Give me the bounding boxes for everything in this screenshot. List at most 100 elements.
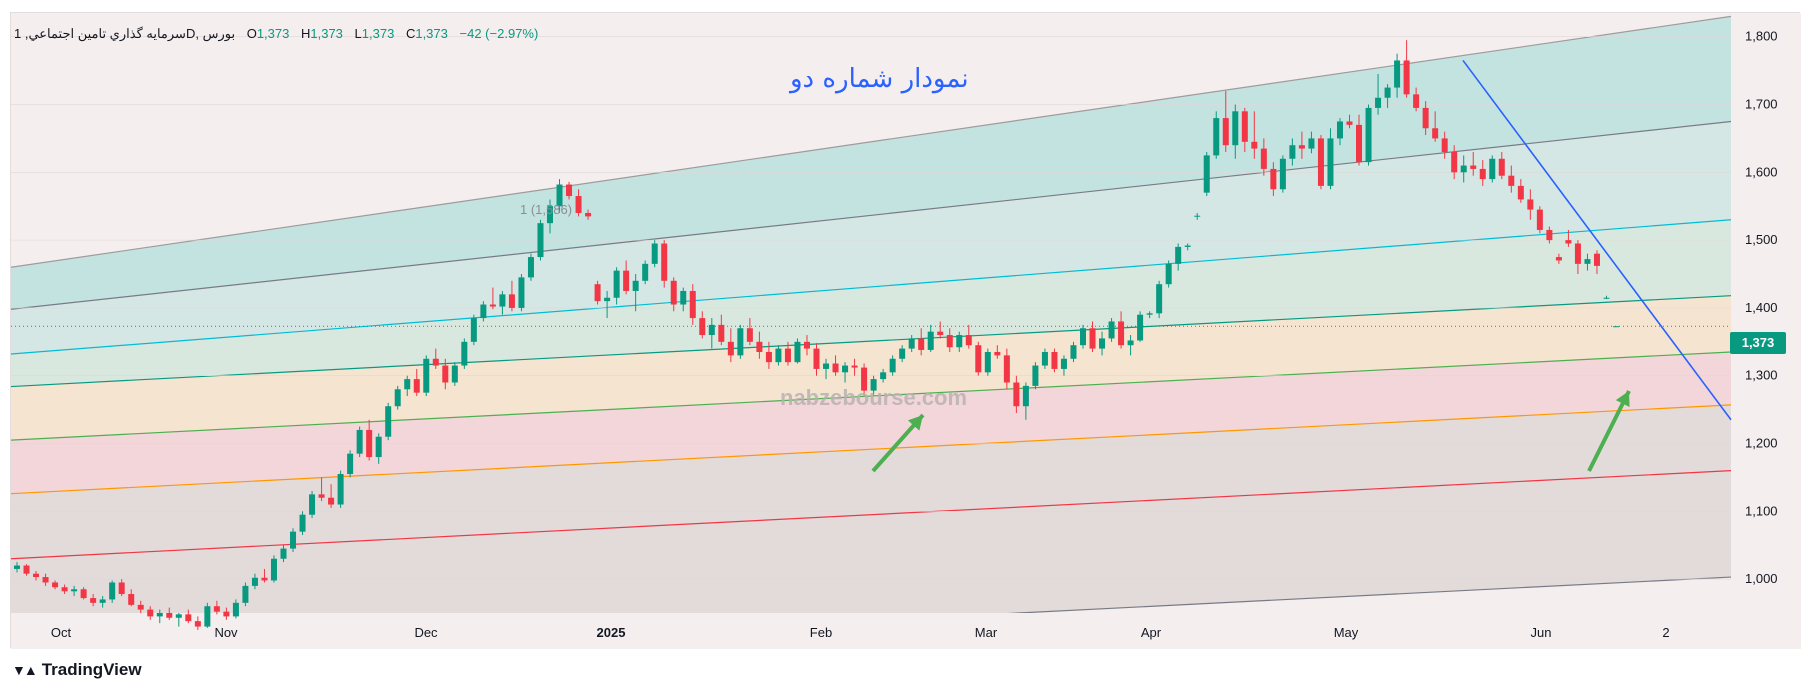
candle-body [547,206,553,224]
fib-line [11,15,1732,268]
candle-body [518,277,525,308]
candle-body [1441,138,1448,152]
candle-body [642,263,649,281]
candle-body [1118,321,1125,346]
watermark-text: nabzebourse.com [780,385,968,410]
candle-body [185,614,192,622]
price-tick-label: 1,600 [1745,164,1778,179]
candle-body [1546,229,1553,241]
chart-legend: سرمايه گذاري تامين اجتماعي, 1D, بورس O 1,… [14,26,538,42]
candle-body [213,606,220,612]
fib-band [11,351,1731,494]
candle-body [918,338,925,350]
time-tick-label: Oct [51,625,72,640]
candle-body [1222,118,1229,146]
candle-body [1489,158,1496,180]
candle-body [261,577,268,581]
candle-body [1070,345,1077,359]
candle-body [1060,358,1067,369]
candle-body [1460,165,1467,173]
high-value: 1,373 [310,26,343,41]
candle-body [1470,165,1477,169]
candle-body [508,294,515,308]
price-tick-label: 1,100 [1745,503,1778,518]
candle-body [623,270,630,291]
time-tick-label: Mar [975,625,998,640]
candle-body [737,328,744,356]
candle-body [1498,158,1505,176]
candle-body [746,328,753,342]
candle-body [784,348,791,363]
candle-body [1184,245,1191,247]
candle-body [204,606,211,627]
arrow-head [907,415,923,431]
candle-body [1127,340,1134,346]
candle-body [366,429,373,458]
price-tick-label: 1,700 [1745,97,1778,112]
candle-body [556,184,563,207]
candle-body [984,351,991,373]
candle-body [1137,314,1144,341]
candle-body [880,372,887,380]
last-price-tag: 1,373 [1730,332,1786,354]
candle-body [347,453,354,475]
chart-annotation-text[interactable]: نمودار شماره دو [790,64,969,94]
brand-text: TradingView [41,660,142,679]
chart-frame[interactable]: 1,000 1,100 1,200 1,300 1,400 1,500 1,600 1,700… [10,12,1801,649]
candle-body [1146,313,1153,315]
candle-body [1108,321,1115,339]
candle-body [1317,138,1324,186]
candle-body [1003,355,1010,383]
candle-body [1336,121,1343,139]
candle-body [604,297,611,302]
candle-body [1099,338,1106,349]
candle-body [33,573,40,578]
candle-body [109,582,116,600]
open-label: O [246,26,257,41]
candle-body [585,213,592,217]
candle-body [385,406,392,437]
candle-body [1251,141,1258,149]
candle-body [356,429,363,454]
candle-body [632,280,639,291]
time-tick-label: Jun [1531,625,1552,640]
candle-body [594,284,601,302]
candle-body [1080,328,1086,346]
tradingview-logo[interactable]: ▼▲ TradingView [12,660,142,680]
candle-body [765,351,772,363]
fib-line [11,470,1732,560]
candle-body [175,614,182,618]
candle-body [575,196,582,213]
candle-body [994,351,1001,356]
candle-body [1156,284,1163,314]
close-value: 1,373 [415,26,448,41]
candle-body [337,474,344,505]
candle-body [661,243,668,281]
candle-body [1165,263,1172,285]
chart-canvas[interactable]: 1,000 1,100 1,200 1,300 1,400 1,500 1,600 1,700… [11,13,1801,649]
candle-body [927,331,934,350]
candle-body [680,290,687,305]
close-label: C [405,26,416,41]
candle-body [1565,240,1572,244]
candle-body [156,613,163,617]
candle-body [699,318,706,336]
candle-body [1603,297,1610,299]
candle-body [42,577,49,583]
candle-body [1451,151,1458,173]
candle-body [1022,385,1029,407]
candle-body [946,335,953,348]
candle-body [1375,97,1382,108]
price-tick-label: 1,200 [1745,436,1778,451]
time-tick-label: Dec [414,625,438,640]
time-tick-label: 2 [1662,625,1669,640]
candle-body [1508,175,1515,186]
time-tick-label: 2025 [597,625,626,640]
candle-body [1536,209,1543,230]
candle-body [1517,185,1524,200]
candle-body [413,379,420,393]
low-label: L [354,26,362,41]
candle-body [975,345,982,373]
candle-body [1041,351,1048,366]
symbol-label: سرمايه گذاري تامين اجتماعي, 1D, بورس [14,26,236,41]
